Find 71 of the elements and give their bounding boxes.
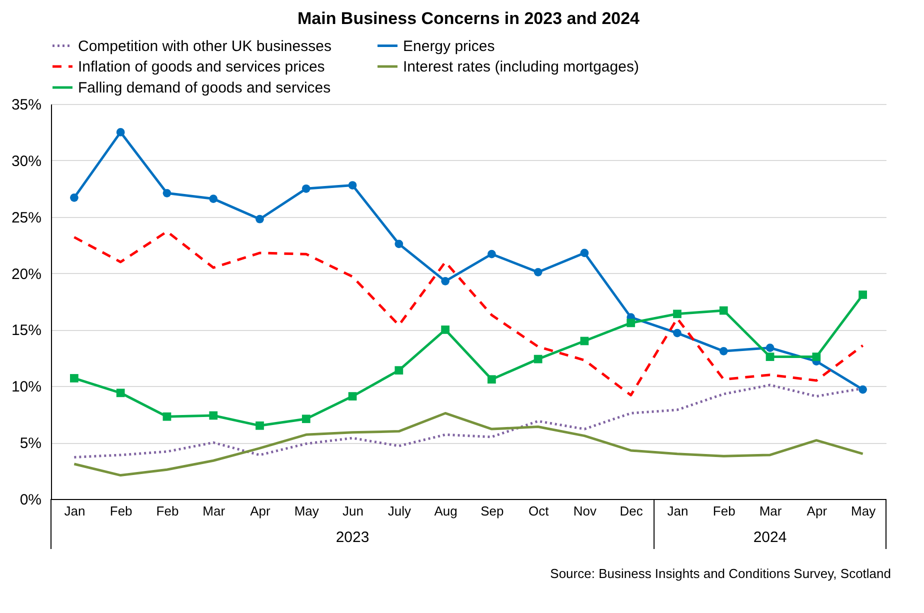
point	[534, 268, 542, 276]
legend-label: Interest rates (including mortgages)	[403, 58, 639, 76]
point	[394, 366, 404, 375]
point	[673, 310, 682, 318]
line-series	[72, 412, 864, 477]
x-tick-label: Sep	[480, 504, 504, 518]
point	[256, 421, 264, 430]
legend-label: Inflation of goods and services prices	[78, 58, 325, 76]
legend-label: Competition with other UK businesses	[78, 38, 332, 55]
point	[209, 194, 218, 203]
point	[256, 214, 264, 224]
y-tick-label: 5%	[20, 435, 42, 452]
x-tick-label: May	[851, 504, 876, 518]
text: 2023	[336, 529, 370, 546]
point	[766, 344, 774, 352]
point	[812, 352, 821, 361]
point	[488, 375, 496, 384]
point	[580, 336, 589, 346]
y-tick-label: 15%	[11, 322, 42, 340]
point	[719, 306, 728, 315]
x-tick-label: Jun	[342, 504, 364, 518]
x-tick-label: July	[388, 504, 412, 518]
point	[441, 326, 450, 334]
x-tick-label: Mar	[202, 504, 226, 518]
point	[348, 392, 357, 400]
x-tick-label: May	[294, 504, 320, 518]
x-tick-label: Aug	[434, 504, 458, 518]
point	[394, 240, 404, 248]
point	[209, 411, 218, 420]
point	[626, 318, 636, 328]
x-tick-label: Feb	[156, 504, 179, 518]
x-tick-label: Feb	[712, 504, 736, 518]
point	[719, 346, 728, 356]
point	[70, 374, 78, 382]
x-tick-label: Apr	[250, 504, 272, 518]
point	[302, 184, 310, 193]
y-tick-label: 0%	[20, 492, 42, 508]
x-tick-label: Jan	[667, 504, 688, 518]
text: 2024	[753, 529, 787, 546]
point	[766, 352, 774, 361]
point	[441, 277, 450, 286]
legend-label: Falling demand of goods and services	[78, 80, 331, 96]
point	[116, 388, 125, 398]
x-tick-label: Apr	[806, 504, 828, 518]
x-tick-label: Oct	[528, 504, 550, 518]
point	[580, 248, 589, 258]
y-tick-label: 30%	[11, 152, 42, 170]
source-note: Source: Business Insights and Conditions Survey, Scotland	[550, 566, 891, 581]
point	[348, 181, 357, 190]
point	[858, 385, 867, 394]
point	[116, 128, 125, 136]
legend-label: Energy prices	[403, 38, 495, 55]
point	[162, 188, 172, 198]
point	[673, 328, 682, 338]
y-tick-label: 10%	[11, 378, 42, 396]
line-series	[72, 230, 864, 396]
point	[162, 412, 172, 421]
chart-title: Main Business Concerns in 2023 and 2024	[297, 9, 640, 28]
point	[534, 354, 542, 364]
x-tick-label: Jan	[64, 504, 86, 518]
point	[488, 250, 496, 258]
y-tick-label: 25%	[11, 209, 42, 226]
x-tick-label: Nov	[573, 504, 598, 518]
x-tick-label: Feb	[110, 504, 132, 518]
x-tick-label: Mar	[759, 504, 782, 518]
point	[302, 414, 310, 424]
point	[858, 290, 867, 299]
point	[70, 193, 78, 202]
y-tick-label: 20%	[11, 266, 42, 283]
x-tick-label: Dec	[620, 504, 644, 518]
y-tick-label: 35%	[11, 96, 42, 114]
